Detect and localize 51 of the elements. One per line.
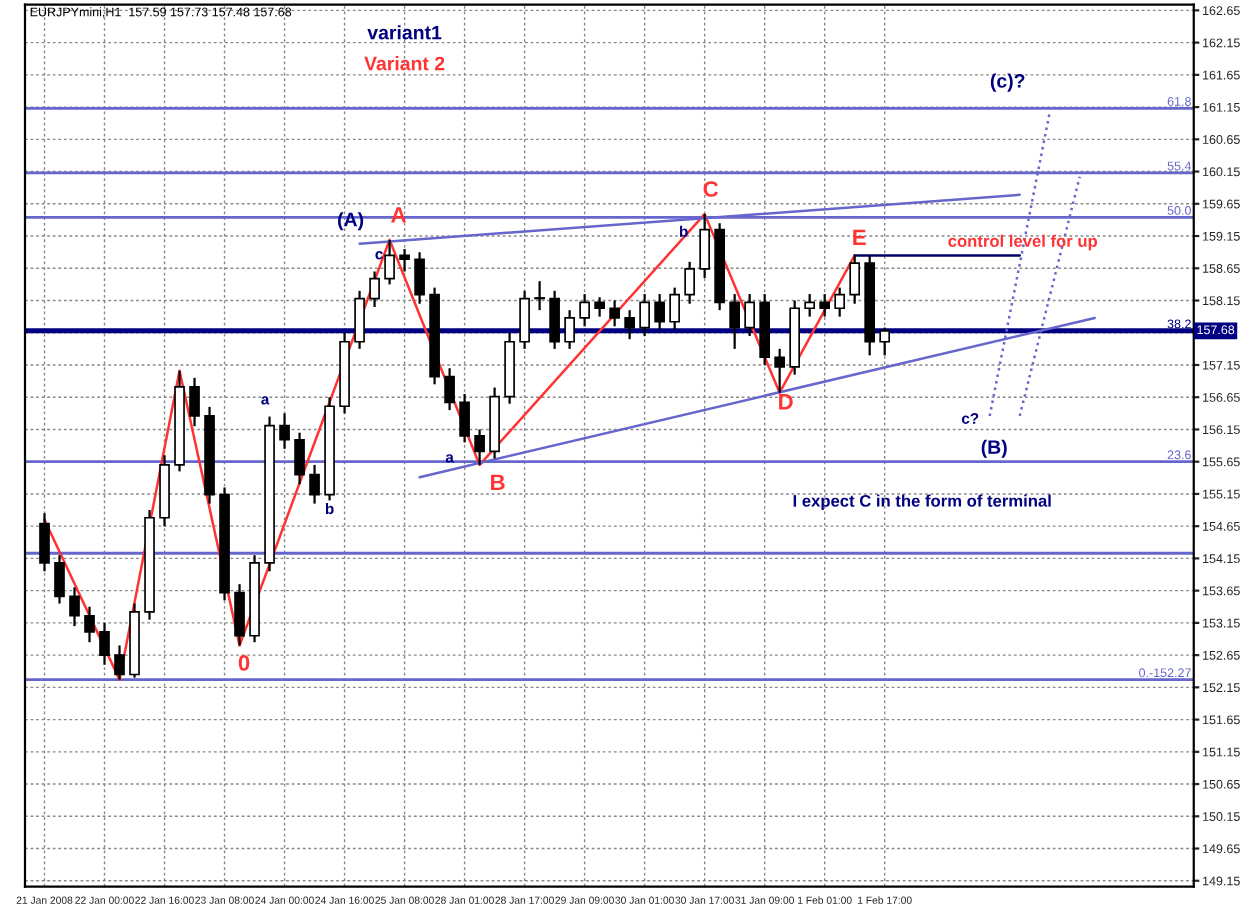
candlestick (654, 292, 665, 331)
candlestick (609, 299, 620, 328)
candlestick (84, 605, 95, 644)
candlestick (399, 247, 410, 273)
candlestick (99, 621, 110, 666)
candlestick (234, 583, 245, 647)
annotation: I expect C in the form of terminal (793, 494, 1051, 511)
candlestick (279, 412, 290, 450)
candlestick (594, 296, 605, 318)
candlestick (414, 251, 425, 305)
candlestick (534, 280, 545, 312)
candlestick (54, 554, 65, 605)
candlestick (699, 213, 710, 280)
candlestick (474, 428, 485, 467)
candlestick (819, 292, 831, 318)
annotation: variant1 (367, 25, 442, 40)
annotation: Variant 2 (364, 56, 445, 71)
candlestick (549, 289, 560, 350)
annotation: (c)? (990, 73, 1025, 92)
candlestick (39, 512, 50, 573)
candlestick (369, 270, 380, 309)
candlestick (294, 431, 305, 486)
candlestick (684, 260, 695, 305)
candlestick (189, 376, 200, 428)
candlestick (879, 326, 891, 357)
annotation: E (853, 229, 866, 245)
candlestick (834, 286, 846, 318)
candlestick (744, 292, 755, 338)
candlestick (849, 254, 861, 305)
candlestick (384, 238, 395, 286)
candlestick (114, 644, 125, 681)
annotation: B (491, 474, 505, 491)
candlestick (729, 292, 740, 350)
candlestick (354, 289, 365, 350)
annotation: D (779, 394, 793, 410)
candlestick (774, 347, 785, 394)
candlestick (444, 367, 455, 412)
candlestick (669, 286, 680, 331)
annotation: 0 (238, 655, 250, 671)
candlestick (564, 309, 575, 350)
candlestick (69, 586, 80, 628)
annotation: C (703, 181, 719, 197)
candlestick (624, 309, 635, 341)
annotation: (B) (981, 439, 1007, 458)
candlestick (519, 289, 530, 350)
candlestick (579, 292, 590, 328)
annotation: control level for up (948, 234, 1098, 251)
candlestick (309, 463, 320, 505)
candlestick (804, 292, 816, 318)
candlestick (459, 392, 470, 444)
candlestick (639, 292, 650, 338)
